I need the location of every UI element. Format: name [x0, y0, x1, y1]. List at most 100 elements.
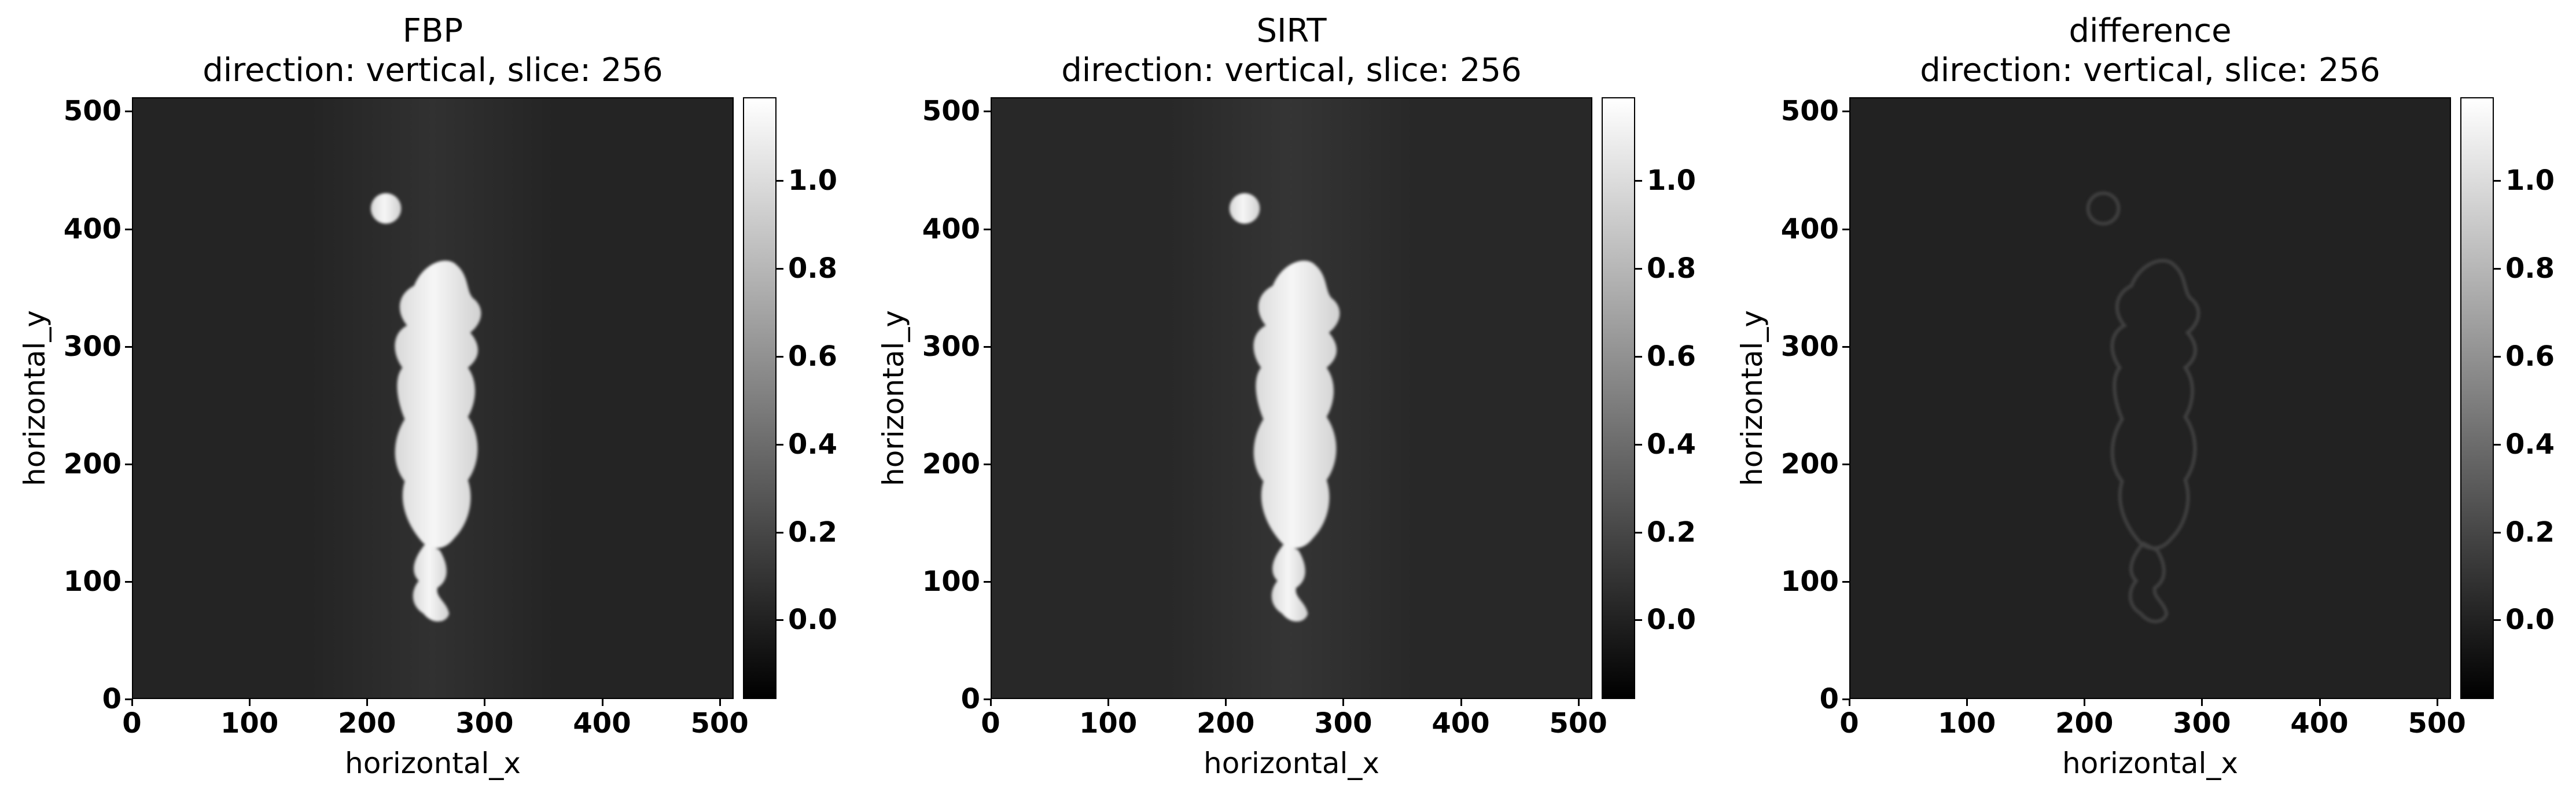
- x-tick-mark: [2436, 699, 2438, 706]
- colorbar-tick-mark: [1635, 619, 1642, 622]
- specimen-shape: [2086, 191, 2200, 623]
- x-tick-label: 400: [2290, 707, 2349, 740]
- y-tick-mark: [125, 111, 132, 113]
- colorbar: [2460, 97, 2494, 699]
- colorbar-tick-label: 0.4: [788, 428, 838, 461]
- y-tick-label: 200: [1780, 447, 1839, 480]
- panel-diff: difference direction: vertical, slice: 25…: [1717, 0, 2576, 798]
- colorbar-tick-label: 0.6: [2505, 340, 2555, 373]
- y-tick-label: 200: [922, 447, 980, 480]
- colorbar-tick-label: 0.8: [2505, 252, 2555, 285]
- specimen-body: [2110, 259, 2200, 550]
- specimen-shape: [1229, 193, 1340, 622]
- colorbar-tick-label: 0.4: [1647, 428, 1697, 461]
- x-axis-label: horizontal_x: [1204, 746, 1379, 780]
- reconstruction-image: [132, 97, 734, 699]
- y-tick-mark: [125, 698, 132, 700]
- colorbar-tick-mark: [777, 619, 783, 622]
- x-tick-mark: [1577, 699, 1580, 706]
- image-canvas: [1850, 98, 2450, 698]
- colorbar-tick-mark: [777, 443, 783, 446]
- y-tick-mark: [125, 463, 132, 465]
- colorbar-tick-label: 1.0: [2505, 164, 2555, 197]
- colorbar-tick-label: 1.0: [788, 164, 838, 197]
- x-tick-label: 0: [981, 707, 1000, 740]
- colorbar-tick-label: 0.4: [2505, 428, 2555, 461]
- specimen-tail: [1271, 543, 1308, 622]
- colorbar-tick-label: 0.0: [2505, 604, 2555, 637]
- image-background: [1850, 98, 2450, 698]
- y-tick-label: 0: [102, 683, 122, 715]
- y-tick-label: 100: [922, 565, 980, 598]
- image-canvas: [992, 98, 1591, 698]
- x-tick-label: 300: [455, 707, 514, 740]
- specimen-shape: [370, 193, 481, 622]
- x-tick-label: 500: [690, 707, 749, 740]
- x-axis-label: horizontal_x: [2062, 746, 2238, 780]
- y-tick-mark: [984, 111, 991, 113]
- image-canvas: [133, 98, 733, 698]
- reconstruction-image: [1849, 97, 2451, 699]
- x-tick-label: 500: [1549, 707, 1607, 740]
- colorbar-tick-label: 0.6: [1647, 340, 1697, 373]
- y-tick-label: 100: [63, 565, 122, 598]
- x-tick-mark: [2201, 699, 2203, 706]
- colorbar-tick-label: 0.2: [2505, 516, 2555, 549]
- colorbar: [1602, 97, 1635, 699]
- x-tick-mark: [1966, 699, 1968, 706]
- y-tick-mark: [125, 580, 132, 583]
- x-tick-mark: [1460, 699, 1462, 706]
- colorbar-tick-mark: [2494, 619, 2501, 622]
- colorbar-tick-mark: [2494, 443, 2501, 446]
- x-tick-label: 200: [1197, 707, 1255, 740]
- y-tick-mark: [984, 580, 991, 583]
- panel-subtitle: direction: vertical, slice: 256: [1920, 52, 2380, 89]
- x-tick-mark: [1107, 699, 1110, 706]
- specimen-tail: [2128, 541, 2169, 623]
- colorbar-tick-label: 0.2: [788, 516, 838, 549]
- y-tick-label: 400: [922, 212, 980, 245]
- specimen-body: [395, 260, 481, 549]
- colorbar-tick-label: 0.2: [1647, 516, 1697, 549]
- y-tick-mark: [984, 228, 991, 230]
- x-tick-mark: [131, 699, 133, 706]
- y-tick-mark: [1842, 463, 1849, 465]
- x-tick-mark: [601, 699, 603, 706]
- x-tick-mark: [366, 699, 369, 706]
- colorbar-tick-label: 0.8: [1647, 252, 1697, 285]
- panel-subtitle: direction: vertical, slice: 256: [1061, 52, 1522, 89]
- y-tick-mark: [984, 463, 991, 465]
- x-tick-mark: [1342, 699, 1345, 706]
- colorbar-tick-mark: [1635, 443, 1642, 446]
- x-tick-label: 0: [1839, 707, 1859, 740]
- colorbar: [743, 97, 777, 699]
- y-tick-label: 400: [1780, 212, 1839, 245]
- y-tick-label: 100: [1780, 565, 1839, 598]
- colorbar-tick-mark: [2494, 355, 2501, 358]
- x-tick-label: 200: [338, 707, 396, 740]
- specimen-group: [1229, 193, 1340, 622]
- y-tick-label: 300: [63, 330, 122, 363]
- x-tick-label: 200: [2055, 707, 2114, 740]
- colorbar-tick-mark: [1635, 355, 1642, 358]
- x-tick-label: 400: [573, 707, 631, 740]
- x-axis-label: horizontal_x: [345, 746, 521, 780]
- y-tick-label: 200: [63, 447, 122, 480]
- colorbar-tick-mark: [777, 531, 783, 534]
- x-tick-label: 300: [1314, 707, 1372, 740]
- x-tick-label: 100: [1938, 707, 1996, 740]
- colorbar-tick-mark: [777, 180, 783, 182]
- y-axis-label: horizontal_y: [18, 310, 51, 486]
- y-tick-mark: [1842, 345, 1849, 348]
- colorbar-tick-mark: [1635, 531, 1642, 534]
- x-tick-mark: [1225, 699, 1227, 706]
- y-tick-mark: [1842, 698, 1849, 700]
- x-tick-mark: [484, 699, 486, 706]
- y-tick-mark: [1842, 228, 1849, 230]
- x-tick-mark: [1849, 699, 1850, 706]
- specimen-group: [370, 193, 481, 622]
- x-tick-mark: [2319, 699, 2321, 706]
- y-tick-mark: [1842, 111, 1849, 113]
- y-tick-label: 300: [922, 330, 980, 363]
- x-tick-mark: [249, 699, 251, 706]
